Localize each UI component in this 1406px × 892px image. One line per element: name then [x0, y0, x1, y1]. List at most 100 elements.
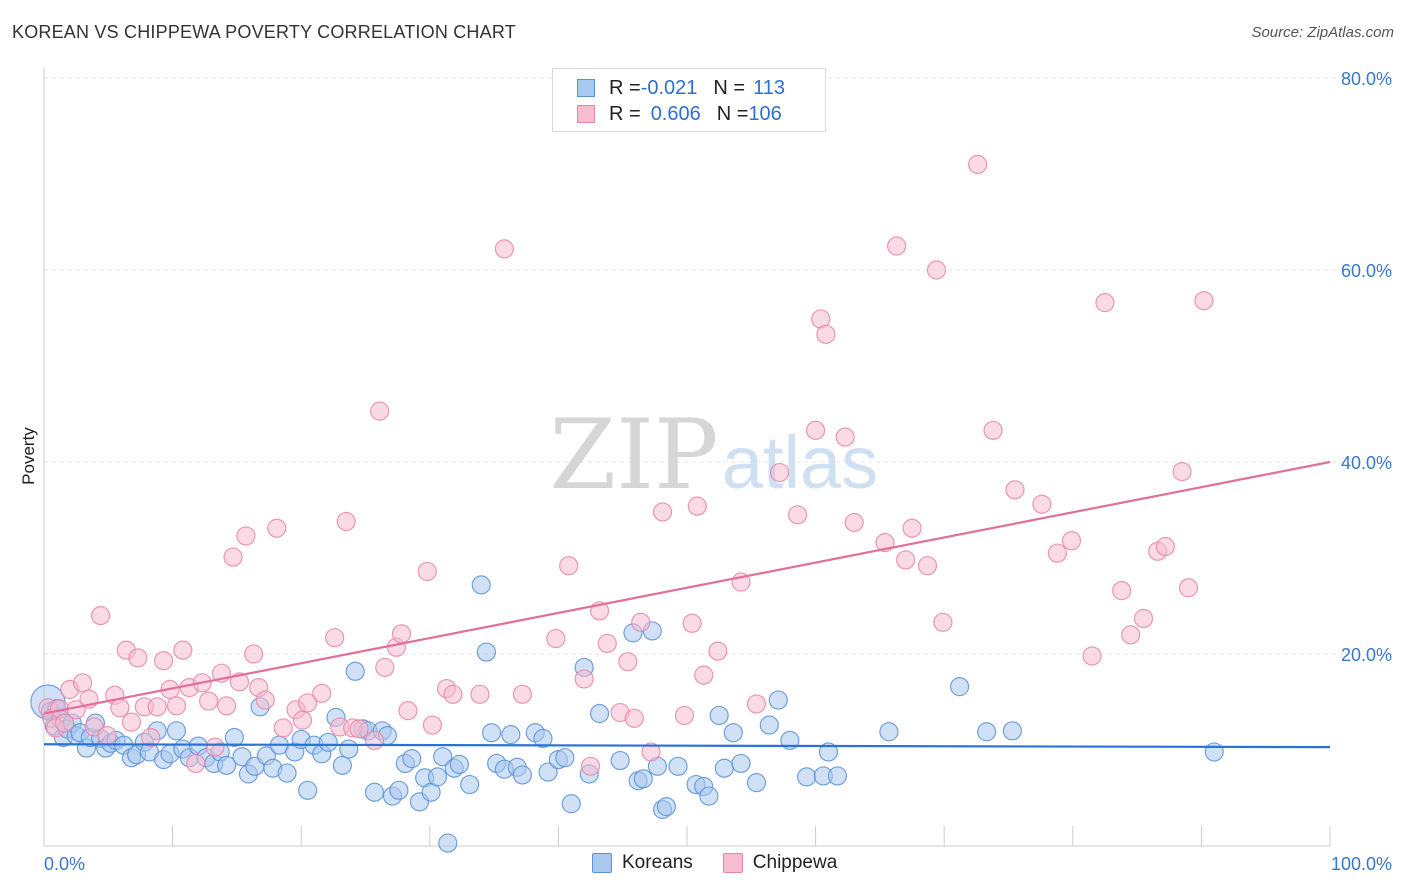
chippewa-point: [1155, 536, 1175, 557]
grid-lines: [44, 77, 1392, 655]
koreans-point: [277, 763, 297, 783]
chippewa-point: [336, 511, 356, 532]
chippewa-point: [1194, 291, 1214, 311]
chippewa-point: [769, 462, 790, 483]
chippewa-trendline: [43, 460, 1331, 715]
chippewa-point: [805, 420, 826, 440]
chippewa-point: [926, 260, 947, 280]
watermark-atlas: atlas: [722, 421, 878, 504]
chippewa-point: [902, 518, 922, 538]
koreans-point: [818, 742, 839, 762]
chippewa-point: [153, 651, 174, 671]
y-axis-label: Poverty: [19, 427, 38, 485]
y-tick-label: 80.0%: [1341, 69, 1392, 89]
koreans-point: [217, 755, 237, 775]
chippewa-point: [255, 690, 275, 710]
chippewa-point: [1082, 646, 1102, 666]
koreans-point: [1002, 721, 1022, 741]
chippewa-point: [244, 644, 264, 664]
tick-labels: 20.0% 40.0% 60.0% 80.0% 0.0% 100.0%: [44, 69, 1392, 874]
koreans-point: [561, 794, 581, 814]
koreans-point: [438, 833, 458, 853]
chippewa-swatch: [577, 105, 595, 123]
chippewa-point: [933, 612, 953, 632]
chippewa-point: [166, 696, 187, 716]
chippewa-point: [896, 550, 916, 570]
koreans-point: [1204, 742, 1224, 762]
chippewa-point: [186, 753, 206, 774]
koreans-point: [501, 725, 521, 745]
y-tick-label: 60.0%: [1341, 261, 1392, 281]
chippewa-point: [273, 718, 293, 738]
chippewa-r-label: R =: [609, 102, 641, 125]
chippewa-point: [54, 713, 75, 733]
koreans-point: [476, 642, 496, 662]
chippewa-point: [674, 705, 695, 726]
koreans-point: [298, 780, 318, 800]
watermark-zip: ZIP: [549, 399, 718, 511]
koreans-point: [610, 750, 630, 771]
legend-row-koreans: R = -0.021 N = 113: [577, 77, 785, 99]
chippewa-point: [816, 324, 836, 344]
chippewa-point: [546, 629, 566, 649]
axes: [43, 68, 1331, 847]
chart-title: KOREAN VS CHIPPEWA POVERTY CORRELATION C…: [12, 22, 516, 42]
koreans-point: [402, 749, 422, 769]
chippewa-point: [223, 547, 243, 567]
koreans-point: [950, 677, 970, 697]
chippewa-point: [370, 401, 390, 421]
koreans-point: [449, 754, 469, 775]
koreans-point: [339, 739, 359, 759]
chippewa-point: [787, 505, 808, 525]
chippewa-point: [559, 556, 579, 576]
koreans-point: [427, 767, 448, 787]
koreans-point: [345, 661, 365, 681]
koreans-swatch: [577, 79, 595, 97]
chippewa-point: [470, 684, 490, 704]
chippewa-point: [1172, 462, 1192, 482]
chippewa-point: [72, 673, 93, 693]
koreans-point: [768, 690, 788, 710]
chippewa-point: [1047, 543, 1067, 563]
chippewa-point: [687, 496, 707, 516]
chippewa-point: [580, 756, 601, 776]
koreans-r-label: R =: [609, 76, 641, 99]
koreans-legend-swatch: [592, 853, 612, 873]
koreans-point: [827, 766, 848, 786]
y-tick-label: 40.0%: [1341, 453, 1392, 473]
chippewa-point: [141, 727, 161, 748]
koreans-point: [512, 765, 532, 785]
koreans-point: [533, 728, 553, 749]
legend-item-chippewa: Chippewa: [722, 852, 837, 874]
chippewa-point: [199, 691, 219, 711]
chippewa-point: [652, 502, 673, 522]
chippewa-point: [110, 698, 130, 718]
chippewa-point: [1095, 293, 1115, 313]
chippewa-point: [325, 628, 345, 648]
koreans-point: [224, 727, 244, 748]
series-legend: Koreans Chippewa: [592, 852, 867, 874]
chippewa-point: [917, 556, 938, 576]
koreans-r-value: -0.021: [640, 76, 698, 99]
chippewa-point: [128, 648, 148, 668]
koreans-point: [166, 721, 187, 741]
chippewa-point: [694, 665, 714, 685]
chippewa-points: [38, 154, 1214, 776]
chippewa-point: [574, 669, 594, 689]
koreans-point: [699, 786, 719, 806]
chippewa-point: [236, 526, 256, 546]
koreans-point: [879, 722, 899, 742]
chippewa-point: [597, 633, 617, 654]
chippewa-point: [349, 719, 369, 739]
chippewa-point: [267, 518, 287, 538]
koreans-point: [656, 797, 677, 817]
chippewa-point: [391, 624, 412, 644]
watermark: ZIP atlas: [549, 399, 878, 511]
x-tick-label-max: 100.0%: [1331, 854, 1392, 874]
koreans-point: [709, 705, 729, 726]
chippewa-point: [1112, 581, 1132, 601]
legend-row-chippewa: R = 0.606 N = 106: [577, 103, 782, 125]
koreans-point: [460, 774, 480, 795]
koreans-point: [589, 703, 610, 724]
